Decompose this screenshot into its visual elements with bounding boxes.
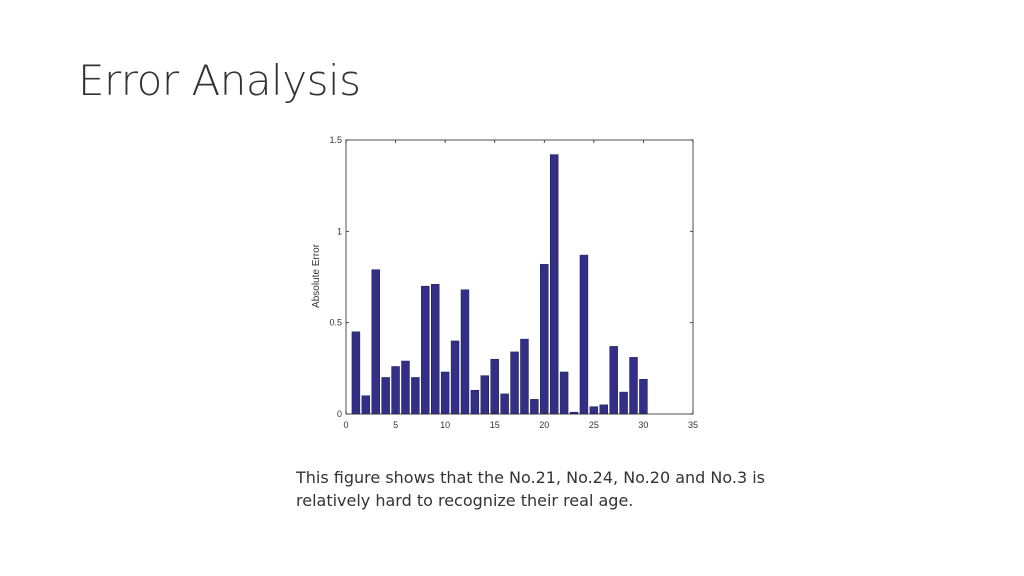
bar-8 — [421, 285, 430, 415]
bar-14 — [480, 375, 490, 415]
bar-28 — [619, 391, 628, 415]
bar-10 — [440, 371, 450, 415]
bar-26 — [599, 404, 608, 415]
figure-caption: This figure shows that the No.21, No.24,… — [296, 468, 765, 510]
bar-12 — [460, 289, 470, 415]
y-tick-label: 1.5 — [329, 135, 342, 145]
y-tick-label: 1 — [337, 226, 342, 236]
bar-22 — [559, 371, 569, 415]
bar-11 — [450, 340, 460, 415]
bar-16 — [500, 393, 509, 415]
bar-6 — [401, 360, 410, 415]
bar-20 — [540, 263, 549, 415]
bar-4 — [381, 377, 390, 415]
bar-19 — [530, 399, 539, 415]
x-tick-label: 10 — [440, 420, 450, 430]
bar-7 — [411, 377, 420, 415]
bar-5 — [391, 366, 400, 415]
bar-30 — [639, 379, 648, 415]
bar-24 — [579, 254, 589, 415]
x-tick-label: 0 — [343, 420, 348, 430]
bar-2 — [361, 395, 371, 415]
absolute-error-bar-chart: 0 5 10 15 20 25 30 35 0 0.5 1 1.5 Absolute Error — [311, 135, 698, 430]
x-tick-label: 15 — [490, 420, 500, 430]
bar-29 — [629, 357, 638, 415]
bar-15 — [490, 358, 499, 415]
bar-13 — [470, 390, 480, 415]
bar-3 — [371, 269, 380, 415]
plot-area — [351, 154, 648, 415]
bar-9 — [431, 284, 440, 415]
y-tick-label: 0.5 — [329, 318, 342, 328]
bar-1 — [351, 331, 361, 415]
x-tick-label: 25 — [589, 420, 599, 430]
x-tick-label: 30 — [638, 420, 648, 430]
bar-17 — [510, 351, 519, 415]
x-tick-label: 35 — [688, 420, 698, 430]
slide-title: Error Analysis — [78, 56, 361, 105]
y-axis-label: Absolute Error — [311, 243, 322, 308]
axes: 0 5 10 15 20 25 30 35 0 0.5 1 1.5 — [329, 135, 698, 430]
y-tick-label: 0 — [337, 409, 342, 419]
axes-box — [345, 139, 694, 415]
x-tick-label: 5 — [393, 420, 398, 430]
x-tick-label: 20 — [539, 420, 549, 430]
bar-21 — [549, 154, 559, 415]
bar-18 — [520, 338, 529, 415]
bar-27 — [609, 346, 618, 415]
